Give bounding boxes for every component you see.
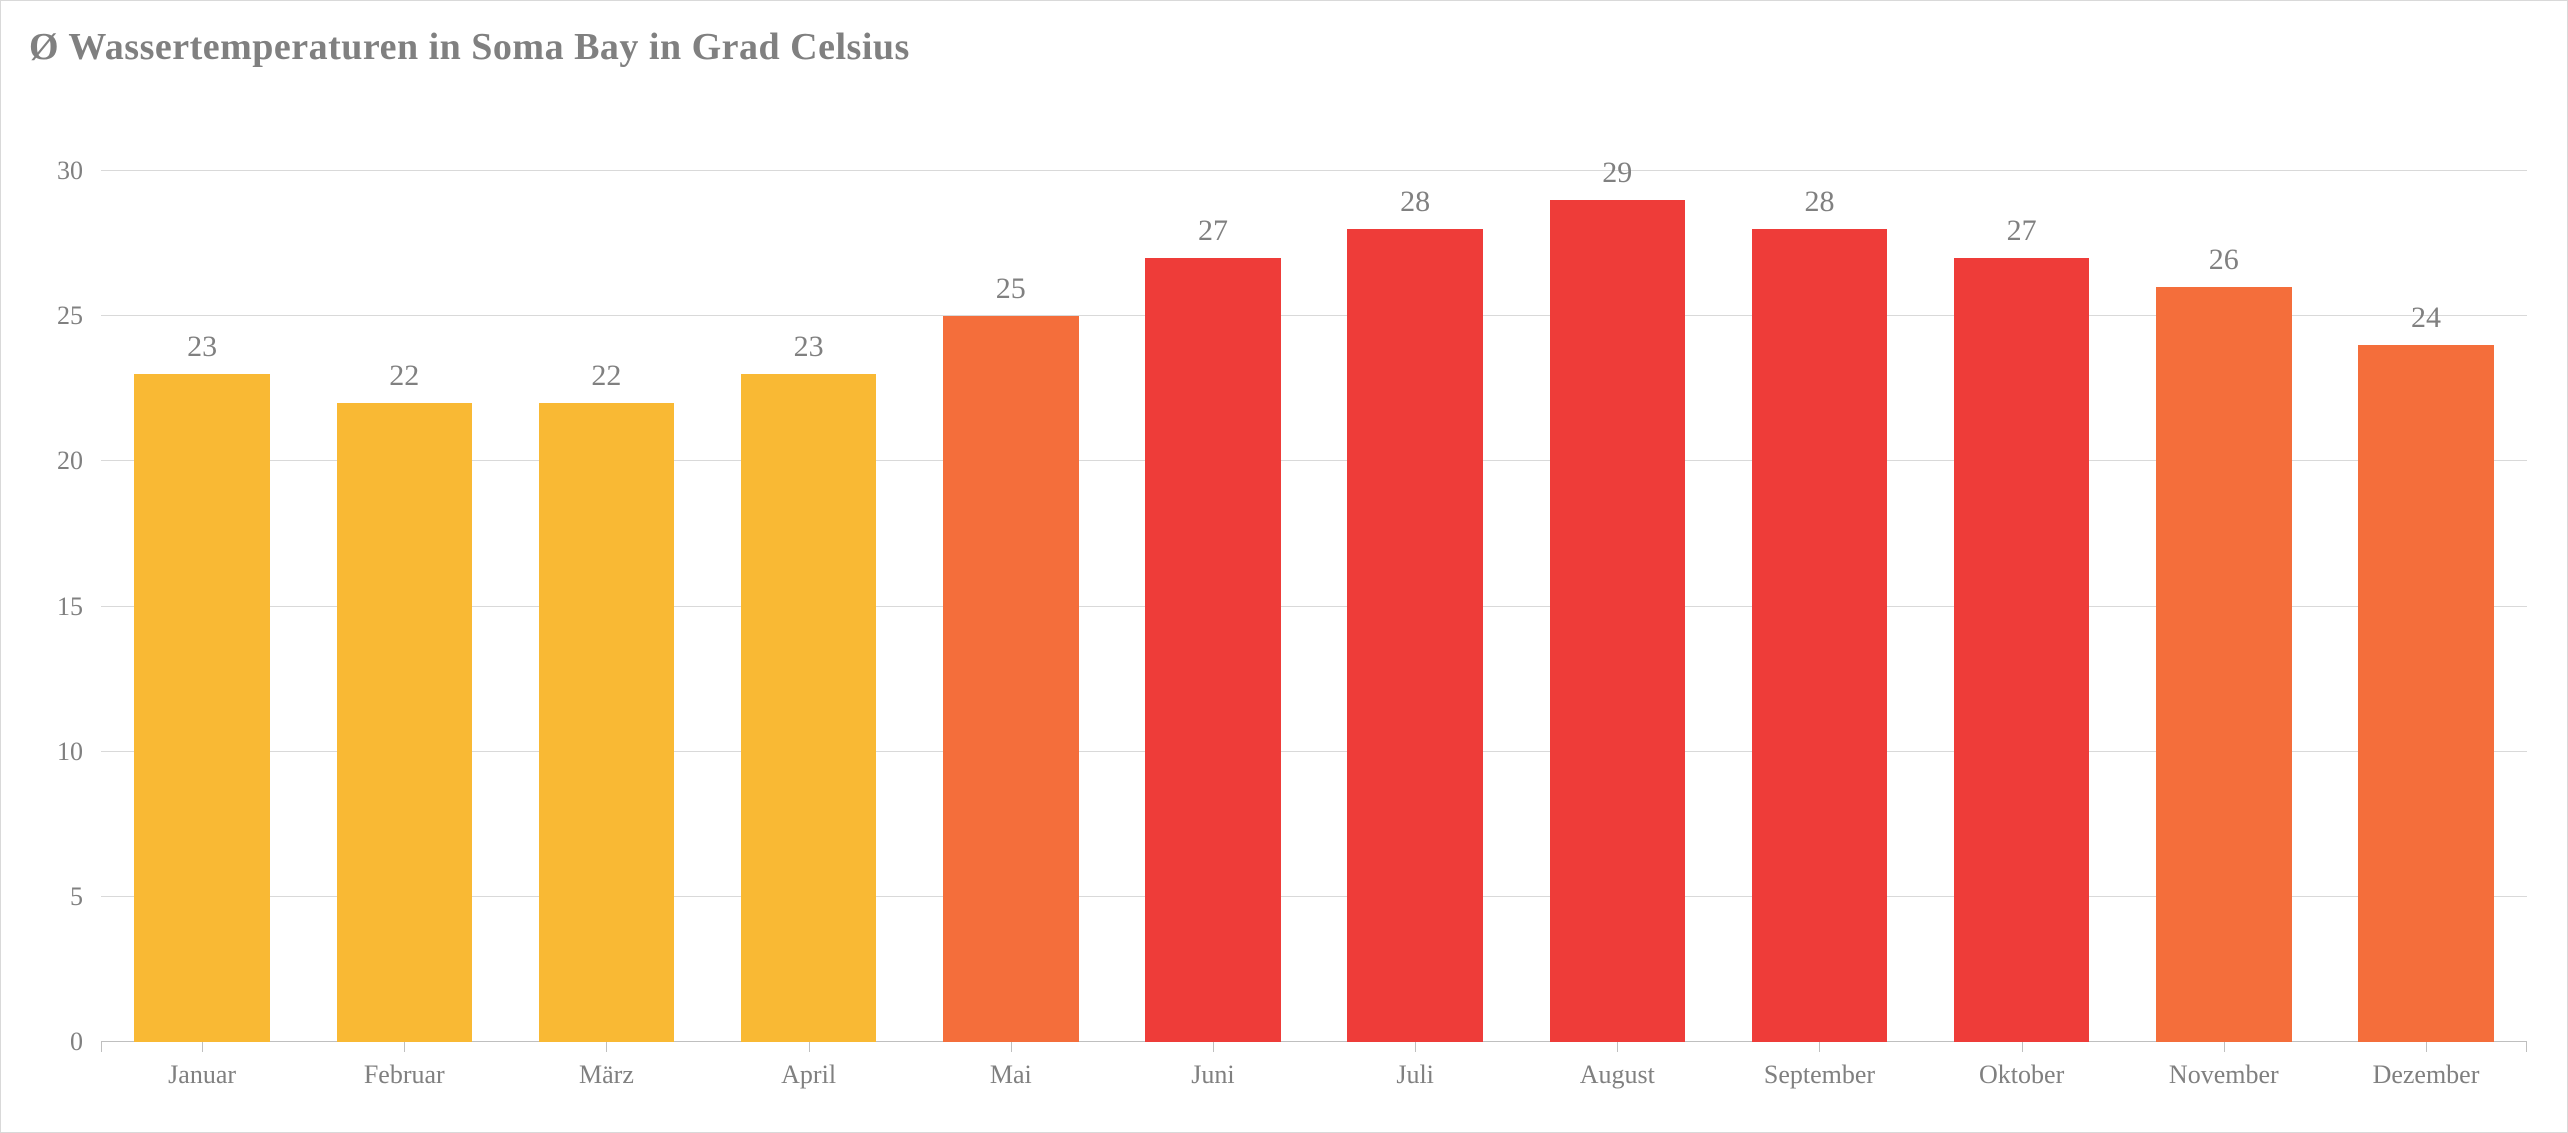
bar: 25	[943, 316, 1078, 1042]
x-tick-label: Oktober	[1921, 1060, 2123, 1090]
chart-container: Ø Wassertemperaturen in Soma Bay in Grad…	[0, 0, 2568, 1133]
y-tick-label: 15	[57, 592, 83, 622]
bar-value-label: 28	[1347, 185, 1482, 219]
bar-value-label: 28	[1752, 185, 1887, 219]
bar-slot: 28September	[1718, 171, 1920, 1042]
x-tick	[809, 1042, 810, 1052]
bar-value-label: 24	[2358, 301, 2493, 335]
bar: 26	[2156, 287, 2291, 1042]
x-tick	[2426, 1042, 2427, 1052]
bar: 22	[539, 403, 674, 1042]
bar: 22	[337, 403, 472, 1042]
bar-slot: 25Mai	[910, 171, 1112, 1042]
bar: 27	[1954, 258, 2089, 1042]
y-tick-label: 10	[57, 737, 83, 767]
x-tick-label: August	[1516, 1060, 1718, 1090]
bar-slot: 26November	[2123, 171, 2325, 1042]
bar-slot: 27Juni	[1112, 171, 1314, 1042]
bar: 24	[2358, 345, 2493, 1042]
bar: 28	[1347, 229, 1482, 1042]
bar: 27	[1145, 258, 1280, 1042]
bar: 23	[134, 374, 269, 1042]
y-tick-label: 20	[57, 446, 83, 476]
bar-value-label: 27	[1145, 214, 1280, 248]
bar-value-label: 23	[741, 330, 876, 364]
bar-value-label: 26	[2156, 243, 2291, 277]
y-tick-label: 0	[70, 1027, 83, 1057]
bar-value-label: 22	[337, 359, 472, 393]
bar-value-label: 27	[1954, 214, 2089, 248]
bar-value-label: 25	[943, 272, 1078, 306]
x-tick-label: März	[505, 1060, 707, 1090]
x-tick	[1617, 1042, 1618, 1052]
bar-slot: 29August	[1516, 171, 1718, 1042]
x-tick-label: November	[2123, 1060, 2325, 1090]
bar-slot: 28Juli	[1314, 171, 1516, 1042]
bar: 28	[1752, 229, 1887, 1042]
plot-area: 05101520253023Januar22Februar22März23Apr…	[101, 171, 2527, 1042]
x-tick	[202, 1042, 203, 1052]
x-tick-label: Dezember	[2325, 1060, 2527, 1090]
bar-slot: 23Januar	[101, 171, 303, 1042]
x-tick	[2224, 1042, 2225, 1052]
x-tick	[2022, 1042, 2023, 1052]
x-tick-label: Mai	[910, 1060, 1112, 1090]
bar-slot: 22März	[505, 171, 707, 1042]
y-tick-label: 30	[57, 156, 83, 186]
x-tick	[1213, 1042, 1214, 1052]
bar: 23	[741, 374, 876, 1042]
bar-slot: 23April	[708, 171, 910, 1042]
bar-slot: 24Dezember	[2325, 171, 2527, 1042]
x-tick	[1415, 1042, 1416, 1052]
bar-value-label: 22	[539, 359, 674, 393]
bar-slot: 22Februar	[303, 171, 505, 1042]
y-tick-label: 5	[70, 882, 83, 912]
bar-slot: 27Oktober	[1921, 171, 2123, 1042]
x-tick-label: Februar	[303, 1060, 505, 1090]
bar-value-label: 23	[134, 330, 269, 364]
x-tick-label: September	[1718, 1060, 1920, 1090]
bar-value-label: 29	[1550, 156, 1685, 190]
x-tick	[1011, 1042, 1012, 1052]
x-tick-label: April	[708, 1060, 910, 1090]
x-tick	[404, 1042, 405, 1052]
x-tick-label: Juli	[1314, 1060, 1516, 1090]
bars-row: 23Januar22Februar22März23April25Mai27Jun…	[101, 171, 2527, 1042]
x-tick	[606, 1042, 607, 1052]
bar: 29	[1550, 200, 1685, 1042]
y-tick-label: 25	[57, 301, 83, 331]
x-tick-label: Januar	[101, 1060, 303, 1090]
x-tick-label: Juni	[1112, 1060, 1314, 1090]
x-tick	[1819, 1042, 1820, 1052]
chart-title: Ø Wassertemperaturen in Soma Bay in Grad…	[29, 25, 910, 69]
